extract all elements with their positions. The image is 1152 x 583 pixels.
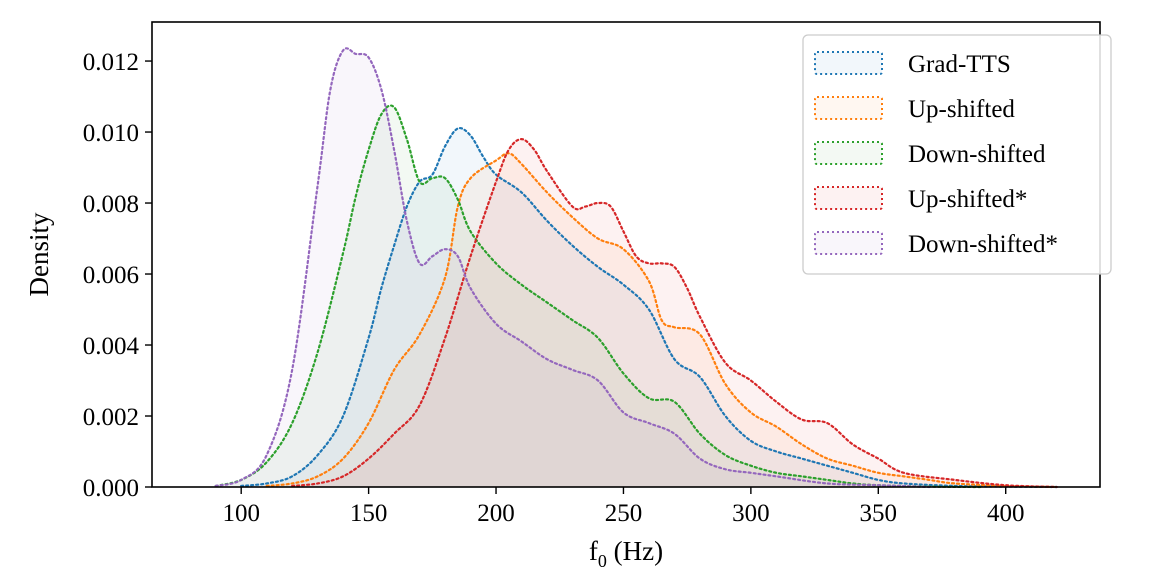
y-tick-label: 0.000 [83,475,139,502]
x-axis: 100 150 200 250 300 350 400 [222,487,1024,527]
x-tick-label: 400 [987,500,1025,527]
x-axis-title-unit: (Hz) [607,536,663,566]
legend-swatch [814,51,883,75]
x-tick-label: 300 [732,500,770,527]
legend-swatch [814,186,883,210]
y-tick-label: 0.002 [83,404,139,431]
x-axis-title: f0 (Hz) [589,536,663,571]
x-axis-title-subscript: 0 [598,551,607,571]
series-lines [214,47,1058,489]
legend-label: Up-shifted* [908,186,1027,213]
series-line-0 [240,126,1058,489]
legend: Grad-TTS Up-shifted Down-shifted Up-shifted… [802,34,1112,275]
series-area-3 [292,139,1057,487]
y-axis: 0.000 0.002 0.004 0.006 0.008 0.010 0.012 [83,49,152,502]
x-tick-label: 350 [860,500,898,527]
legend-label: Down-shifted* [908,231,1058,258]
series-area-1 [266,153,1057,487]
series-line-4 [214,47,931,489]
y-tick-label: 0.008 [83,191,139,218]
series-area-2 [215,105,981,488]
series-line-2 [214,104,982,489]
legend-label: Down-shifted [908,141,1046,168]
x-tick-label: 250 [605,500,643,527]
y-tick-label: 0.010 [83,120,139,147]
legend-swatch [814,96,883,120]
series-line-3 [291,138,1058,489]
x-axis-title-main: f [589,536,598,566]
legend-label: Grad-TTS [908,51,1011,78]
series-area-0 [241,128,1057,487]
y-tick-label: 0.012 [83,49,139,76]
x-tick-label: 150 [350,500,388,527]
y-axis-title: Density [24,212,54,296]
series-line-1 [265,152,1058,489]
legend-box [802,34,1112,275]
x-tick-label: 200 [477,500,515,527]
series-areas [215,48,1057,488]
series-area-4 [215,48,930,488]
legend-swatch [814,141,883,165]
legend-label: Up-shifted [908,96,1015,123]
x-tick-label: 100 [222,500,260,527]
legend-swatch [814,231,883,255]
y-tick-label: 0.004 [83,333,140,360]
y-tick-label: 0.006 [83,262,139,289]
